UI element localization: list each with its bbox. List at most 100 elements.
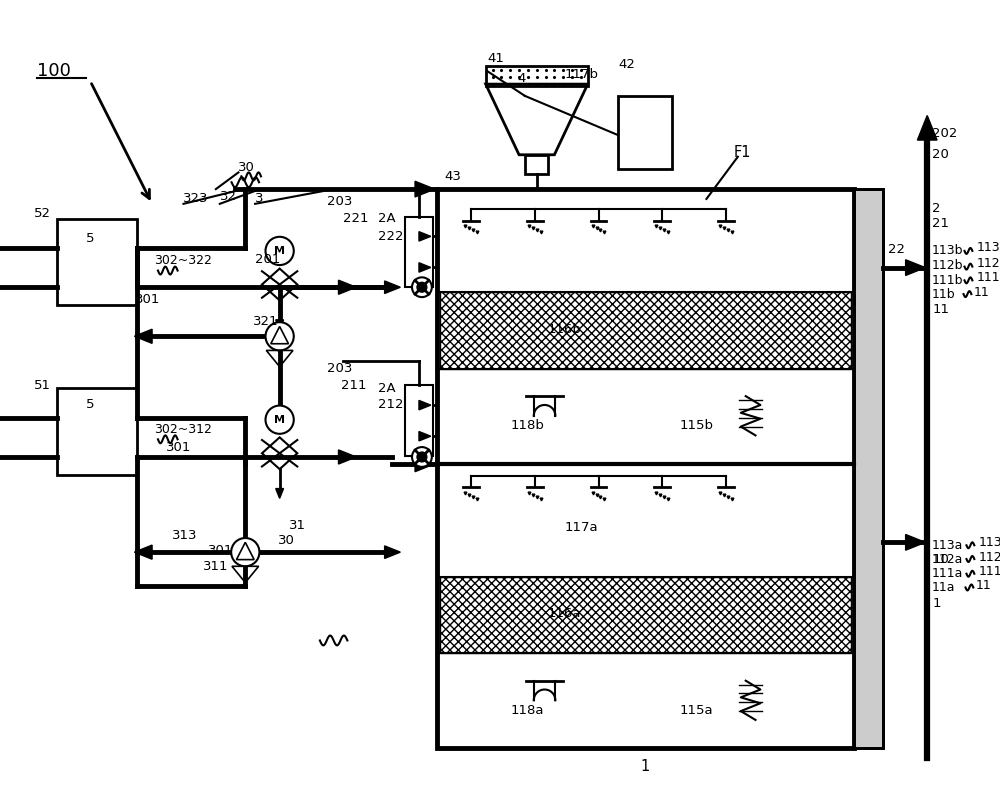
Bar — [854, 189, 883, 748]
Polygon shape — [906, 260, 925, 275]
Polygon shape — [134, 329, 152, 343]
Text: 302~312: 302~312 — [154, 423, 212, 436]
Circle shape — [412, 278, 432, 297]
Polygon shape — [415, 456, 435, 472]
Text: 21: 21 — [932, 217, 949, 230]
Text: 11a: 11a — [932, 581, 956, 594]
Text: 2: 2 — [932, 203, 941, 215]
Text: 112a: 112a — [932, 553, 964, 566]
Text: 311: 311 — [203, 560, 229, 573]
Text: 221: 221 — [343, 212, 369, 225]
Text: 222: 222 — [378, 230, 403, 243]
Text: 42: 42 — [618, 58, 635, 71]
Bar — [405, 216, 433, 287]
Polygon shape — [276, 488, 284, 499]
Text: 20: 20 — [932, 148, 949, 161]
Bar — [440, 292, 851, 369]
Circle shape — [417, 282, 427, 292]
Text: 301: 301 — [166, 441, 191, 454]
Text: 51: 51 — [34, 378, 51, 392]
Text: 111: 111 — [976, 271, 1000, 284]
Polygon shape — [385, 281, 400, 294]
Text: 4: 4 — [517, 72, 525, 85]
Text: 11: 11 — [932, 303, 949, 316]
Text: 22: 22 — [888, 244, 905, 257]
Text: M: M — [274, 415, 285, 424]
Text: 111a: 111a — [932, 567, 964, 580]
Bar — [440, 577, 851, 653]
Bar — [57, 219, 137, 305]
Text: 112: 112 — [976, 257, 1000, 270]
Text: 30: 30 — [238, 161, 255, 174]
Polygon shape — [419, 432, 431, 441]
Circle shape — [231, 538, 259, 567]
Polygon shape — [419, 263, 431, 272]
Text: 111b: 111b — [932, 274, 964, 286]
Text: 211: 211 — [341, 378, 367, 392]
Text: 5: 5 — [86, 399, 95, 412]
Bar — [618, 96, 672, 169]
Text: 212: 212 — [378, 399, 403, 412]
Text: M: M — [274, 246, 285, 256]
Polygon shape — [419, 232, 431, 241]
Text: F1: F1 — [734, 145, 751, 161]
Circle shape — [412, 447, 432, 467]
Bar — [486, 66, 588, 86]
Text: 31: 31 — [289, 519, 306, 532]
Circle shape — [266, 406, 294, 434]
Polygon shape — [339, 450, 356, 464]
Polygon shape — [385, 546, 400, 558]
Text: 5: 5 — [86, 232, 95, 245]
Text: 43: 43 — [444, 169, 461, 183]
Text: 118b: 118b — [510, 419, 544, 432]
Text: 116a: 116a — [547, 608, 581, 621]
Text: 302~322: 302~322 — [154, 254, 212, 267]
Polygon shape — [339, 280, 356, 295]
Text: 203: 203 — [327, 362, 352, 375]
Text: 115b: 115b — [680, 419, 714, 432]
Text: 301: 301 — [208, 544, 233, 557]
Circle shape — [266, 236, 294, 265]
Text: 41: 41 — [488, 52, 505, 65]
Circle shape — [417, 452, 427, 462]
Text: 100: 100 — [37, 62, 71, 81]
Text: 203: 203 — [327, 195, 352, 208]
Text: 117a: 117a — [565, 521, 599, 534]
Text: 112: 112 — [978, 550, 1000, 563]
Text: 321: 321 — [253, 315, 279, 328]
Text: 116b: 116b — [547, 323, 581, 336]
Text: 3: 3 — [255, 192, 264, 206]
Text: 117b: 117b — [565, 68, 599, 81]
Text: 113b: 113b — [932, 245, 964, 257]
Text: 52: 52 — [34, 207, 51, 220]
Polygon shape — [276, 320, 284, 329]
Text: 11: 11 — [975, 579, 991, 592]
Bar — [57, 388, 137, 475]
Polygon shape — [917, 115, 937, 140]
Bar — [405, 386, 433, 456]
Text: 32: 32 — [220, 190, 237, 203]
Text: 115a: 115a — [680, 704, 714, 717]
Text: 2A: 2A — [378, 212, 395, 225]
Polygon shape — [415, 182, 435, 197]
Text: 301: 301 — [135, 294, 160, 307]
Text: 113: 113 — [976, 241, 1000, 254]
Circle shape — [266, 322, 294, 350]
Text: 323: 323 — [183, 192, 209, 206]
Polygon shape — [419, 400, 431, 410]
Bar — [525, 155, 548, 174]
Text: 10: 10 — [932, 554, 949, 567]
Text: 113: 113 — [978, 536, 1000, 549]
Polygon shape — [906, 534, 925, 550]
Text: 11: 11 — [973, 286, 989, 299]
Text: 1: 1 — [932, 596, 941, 609]
Text: 112b: 112b — [932, 259, 964, 272]
Bar — [854, 189, 883, 748]
Text: 202: 202 — [932, 127, 958, 140]
Text: 201: 201 — [255, 253, 280, 266]
Text: 111: 111 — [978, 565, 1000, 579]
Text: 118a: 118a — [510, 704, 544, 717]
Text: 313: 313 — [172, 529, 197, 542]
Text: 11b: 11b — [932, 287, 956, 300]
Text: 30: 30 — [278, 534, 295, 547]
